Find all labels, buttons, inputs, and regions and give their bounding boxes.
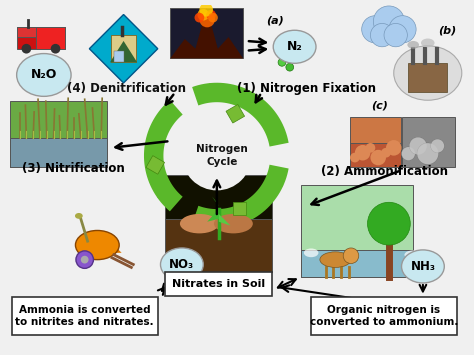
Circle shape bbox=[200, 12, 215, 27]
Ellipse shape bbox=[161, 248, 203, 281]
Circle shape bbox=[410, 137, 427, 155]
Text: (4) Denitrification: (4) Denitrification bbox=[67, 82, 186, 95]
Circle shape bbox=[51, 44, 60, 54]
Circle shape bbox=[431, 139, 444, 153]
Circle shape bbox=[286, 63, 294, 71]
Polygon shape bbox=[219, 214, 230, 226]
Ellipse shape bbox=[17, 54, 71, 96]
Circle shape bbox=[208, 13, 218, 22]
Ellipse shape bbox=[394, 46, 462, 100]
Circle shape bbox=[370, 150, 386, 165]
Circle shape bbox=[278, 59, 286, 66]
Text: Nitrogen
Cycle: Nitrogen Cycle bbox=[196, 144, 247, 167]
Bar bbox=[401, 117, 455, 167]
FancyBboxPatch shape bbox=[311, 296, 457, 335]
Circle shape bbox=[350, 153, 360, 163]
Circle shape bbox=[355, 145, 370, 160]
Polygon shape bbox=[212, 196, 219, 206]
Bar bbox=[111, 35, 136, 62]
Text: (1) Nitrogen Fixation: (1) Nitrogen Fixation bbox=[237, 82, 376, 95]
Circle shape bbox=[367, 202, 410, 245]
Ellipse shape bbox=[421, 38, 435, 47]
Ellipse shape bbox=[75, 230, 119, 260]
Circle shape bbox=[76, 251, 93, 268]
Ellipse shape bbox=[214, 214, 253, 233]
Circle shape bbox=[200, 3, 213, 17]
Bar bbox=[165, 175, 272, 272]
Bar bbox=[301, 185, 413, 277]
Circle shape bbox=[370, 23, 394, 47]
Bar bbox=[170, 8, 243, 59]
Polygon shape bbox=[207, 209, 219, 222]
Circle shape bbox=[417, 143, 438, 164]
Bar bbox=[408, 63, 447, 92]
Circle shape bbox=[417, 143, 438, 164]
Bar bbox=[17, 27, 65, 49]
Text: Nitrates in Soil: Nitrates in Soil bbox=[172, 279, 265, 289]
Ellipse shape bbox=[273, 30, 316, 63]
Bar bbox=[17, 27, 36, 37]
Text: NH₃: NH₃ bbox=[410, 260, 436, 273]
Text: NO₃: NO₃ bbox=[169, 258, 194, 271]
Ellipse shape bbox=[75, 213, 83, 219]
Polygon shape bbox=[110, 41, 137, 62]
Circle shape bbox=[198, 9, 209, 21]
Bar bbox=[10, 138, 107, 167]
Ellipse shape bbox=[180, 214, 219, 233]
Circle shape bbox=[384, 23, 407, 47]
Circle shape bbox=[431, 139, 444, 153]
FancyBboxPatch shape bbox=[165, 272, 272, 296]
Circle shape bbox=[401, 147, 415, 160]
Text: (3) Nitrification: (3) Nitrification bbox=[22, 162, 124, 175]
Bar bbox=[36, 27, 65, 49]
Circle shape bbox=[21, 44, 31, 54]
Circle shape bbox=[410, 137, 427, 155]
Ellipse shape bbox=[401, 250, 444, 283]
Bar bbox=[350, 117, 401, 167]
Ellipse shape bbox=[320, 252, 351, 267]
Text: (a): (a) bbox=[266, 16, 284, 26]
Bar bbox=[114, 51, 124, 62]
Circle shape bbox=[182, 121, 252, 190]
Bar bbox=[146, 155, 164, 174]
Text: (b): (b) bbox=[438, 25, 456, 35]
Circle shape bbox=[206, 10, 216, 20]
Circle shape bbox=[362, 16, 389, 43]
Circle shape bbox=[194, 13, 204, 22]
Bar bbox=[226, 104, 245, 123]
Ellipse shape bbox=[404, 250, 422, 259]
Circle shape bbox=[381, 148, 391, 158]
Bar bbox=[233, 202, 246, 215]
Text: Organic nitrogen is
converted to ammonium.: Organic nitrogen is converted to ammoniu… bbox=[310, 305, 458, 327]
Bar bbox=[301, 250, 413, 277]
Text: (2) Ammonification: (2) Ammonification bbox=[320, 165, 447, 178]
Bar bbox=[10, 101, 107, 167]
Polygon shape bbox=[170, 8, 243, 59]
Text: N₂: N₂ bbox=[287, 40, 302, 53]
Text: (c): (c) bbox=[371, 101, 388, 111]
Text: Ammonia is converted
to nitrites and nitrates.: Ammonia is converted to nitrites and nit… bbox=[15, 305, 154, 327]
Bar bbox=[165, 219, 272, 272]
Circle shape bbox=[386, 140, 401, 155]
Ellipse shape bbox=[304, 248, 319, 257]
Circle shape bbox=[283, 55, 289, 61]
Ellipse shape bbox=[407, 41, 419, 49]
Circle shape bbox=[374, 6, 404, 37]
Polygon shape bbox=[78, 233, 122, 253]
Bar bbox=[350, 143, 401, 167]
Text: N₂O: N₂O bbox=[31, 69, 57, 81]
Circle shape bbox=[343, 248, 359, 263]
Circle shape bbox=[81, 256, 89, 263]
Circle shape bbox=[389, 16, 416, 43]
Circle shape bbox=[401, 147, 415, 160]
Circle shape bbox=[365, 143, 375, 153]
FancyBboxPatch shape bbox=[12, 296, 157, 335]
Polygon shape bbox=[90, 15, 158, 83]
